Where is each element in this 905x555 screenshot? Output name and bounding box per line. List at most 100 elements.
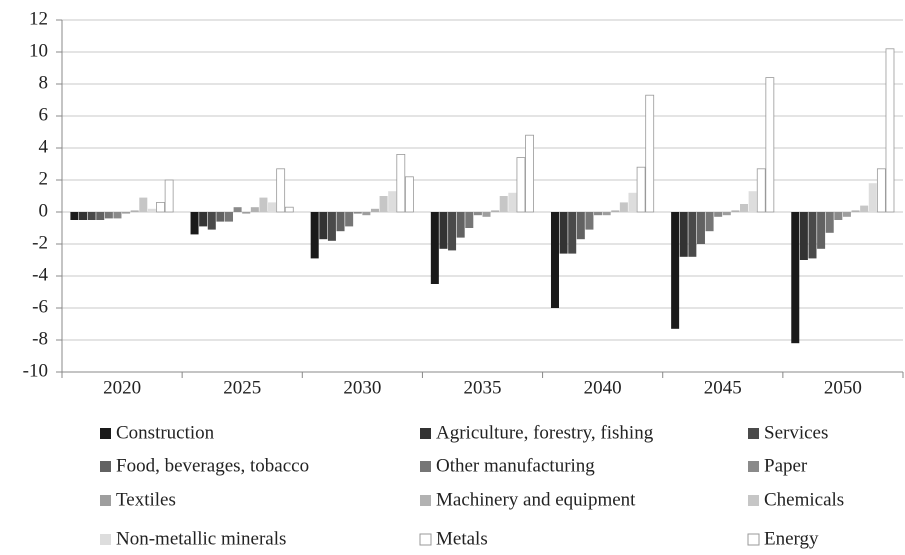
- bar: [130, 210, 139, 212]
- bar: [714, 212, 723, 217]
- bar: [765, 77, 775, 213]
- bar: [284, 206, 294, 213]
- bar: [525, 134, 534, 213]
- bar: [585, 212, 594, 230]
- legend-label: Energy: [764, 528, 819, 549]
- bar: [276, 168, 286, 213]
- bar: [550, 212, 559, 308]
- legend-label: Metals: [436, 528, 488, 549]
- bar: [508, 192, 517, 212]
- bar: [362, 212, 371, 216]
- x-tick-label: 2035: [464, 377, 502, 398]
- bar: [740, 204, 749, 212]
- bar: [705, 212, 714, 232]
- bar: [310, 212, 319, 259]
- y-tick-label: 0: [39, 200, 49, 221]
- x-tick-label: 2030: [343, 377, 381, 398]
- bar: [619, 202, 628, 212]
- y-tick-label: 10: [29, 40, 48, 61]
- bar: [722, 212, 731, 216]
- bar: [516, 157, 526, 213]
- bar: [207, 212, 216, 230]
- legend-label: Construction: [116, 422, 215, 443]
- bar: [842, 212, 851, 217]
- legend-swatch: [419, 533, 432, 546]
- bar: [799, 212, 808, 260]
- bar: [456, 212, 465, 238]
- legend-label: Other manufacturing: [436, 455, 595, 476]
- legend-swatch: [748, 428, 759, 439]
- y-tick-label: 8: [39, 72, 49, 93]
- bar: [602, 212, 611, 216]
- bar: [199, 212, 208, 227]
- y-tick-label: -2: [32, 232, 48, 253]
- y-tick-label: -8: [32, 328, 48, 349]
- bar: [748, 191, 757, 212]
- bar: [147, 208, 156, 212]
- legend-label: Machinery and equipment: [436, 489, 636, 510]
- legend-label: Non-metallic minerals: [116, 528, 286, 549]
- bar: [216, 212, 225, 222]
- bar: [370, 208, 379, 212]
- bar: [465, 212, 474, 228]
- legend-label: Food, beverages, tobacco: [116, 455, 309, 476]
- bar: [430, 212, 439, 284]
- bar: [388, 191, 397, 212]
- legend-swatch: [748, 495, 759, 506]
- bar: [808, 212, 817, 259]
- legend-label: Textiles: [116, 489, 176, 510]
- bar: [327, 212, 336, 241]
- bar: [876, 168, 886, 213]
- bar: [96, 212, 105, 220]
- bar: [448, 212, 457, 251]
- y-tick-label: 12: [29, 8, 48, 29]
- bar: [817, 212, 826, 249]
- bar: [336, 212, 345, 232]
- bar: [576, 212, 585, 240]
- x-tick-label: 2045: [704, 377, 742, 398]
- legend-label: Services: [764, 422, 828, 443]
- legend-swatch: [100, 534, 111, 545]
- bar: [345, 212, 354, 227]
- bar: [190, 212, 199, 235]
- legend-swatch: [420, 495, 431, 506]
- bar: [319, 212, 328, 240]
- bar: [79, 212, 88, 220]
- bar: [104, 212, 113, 219]
- y-tick-label: -6: [32, 296, 48, 317]
- bar: [559, 212, 568, 254]
- bar: [860, 205, 869, 212]
- bar: [396, 153, 406, 213]
- legend-swatch: [100, 461, 111, 472]
- bar: [139, 197, 148, 212]
- bar: [791, 212, 800, 344]
- bar: [250, 207, 259, 212]
- bar: [405, 176, 414, 213]
- bar: [696, 212, 705, 244]
- bar: [122, 212, 131, 214]
- bar: [473, 212, 482, 216]
- legend-label: Chemicals: [764, 489, 844, 510]
- legend-swatch: [420, 428, 431, 439]
- bar: [851, 210, 860, 212]
- bar: [156, 201, 165, 213]
- bar: [825, 212, 834, 233]
- bar: [242, 212, 251, 214]
- bar: [688, 212, 697, 257]
- bar: [731, 210, 740, 212]
- bar: [645, 94, 655, 213]
- bar: [482, 212, 491, 217]
- y-tick-label: -4: [32, 264, 48, 285]
- legend-swatch: [100, 428, 111, 439]
- bar: [594, 212, 603, 216]
- x-tick-label: 2020: [103, 377, 141, 398]
- x-tick-label: 2040: [584, 377, 622, 398]
- bar: [679, 212, 688, 257]
- bar: [70, 212, 79, 220]
- bar: [868, 183, 877, 212]
- legend-swatch: [747, 533, 760, 546]
- bar: [164, 179, 174, 213]
- y-tick-label: 6: [39, 104, 49, 125]
- bar: [224, 212, 234, 222]
- bar: [268, 202, 277, 212]
